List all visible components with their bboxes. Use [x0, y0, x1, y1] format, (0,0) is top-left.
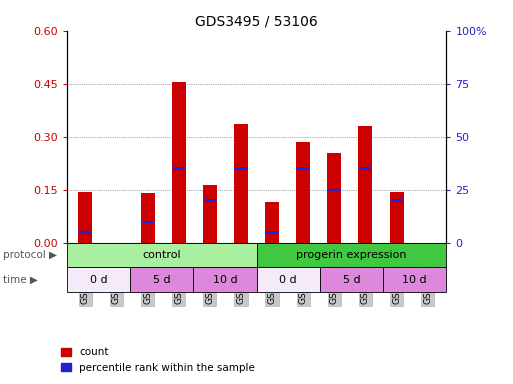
Text: 10 d: 10 d	[212, 275, 237, 285]
Bar	[296, 167, 310, 170]
Bar	[203, 185, 217, 243]
Bar	[389, 192, 404, 243]
Bar	[78, 192, 92, 243]
Legend: count, percentile rank within the sample: count, percentile rank within the sample	[56, 343, 260, 377]
Bar	[389, 199, 404, 202]
Bar	[265, 231, 279, 233]
Text: progerin expression: progerin expression	[296, 250, 407, 260]
Bar	[67, 267, 130, 292]
Bar	[203, 199, 217, 202]
Bar	[193, 267, 256, 292]
Text: 5 d: 5 d	[153, 275, 170, 285]
Text: control: control	[142, 250, 181, 260]
Bar	[256, 267, 320, 292]
Bar	[141, 194, 154, 243]
Text: time ▶: time ▶	[3, 275, 37, 285]
Bar	[320, 267, 383, 292]
Bar	[265, 202, 279, 243]
Title: GDS3495 / 53106: GDS3495 / 53106	[195, 14, 318, 28]
Bar	[141, 220, 154, 223]
Bar	[359, 167, 372, 170]
Bar	[234, 124, 248, 243]
Text: 0 d: 0 d	[279, 275, 297, 285]
Bar	[327, 189, 341, 191]
Text: 0 d: 0 d	[89, 275, 107, 285]
Bar	[296, 142, 310, 243]
Bar	[172, 82, 186, 243]
Text: 10 d: 10 d	[402, 275, 427, 285]
Bar	[234, 167, 248, 170]
Bar	[130, 267, 193, 292]
Bar	[78, 231, 92, 233]
Bar	[256, 243, 446, 267]
Text: 5 d: 5 d	[343, 275, 360, 285]
Bar	[359, 126, 372, 243]
Text: protocol ▶: protocol ▶	[3, 250, 56, 260]
Bar	[172, 167, 186, 170]
Bar	[67, 243, 256, 267]
Bar	[327, 153, 341, 243]
Bar	[383, 267, 446, 292]
